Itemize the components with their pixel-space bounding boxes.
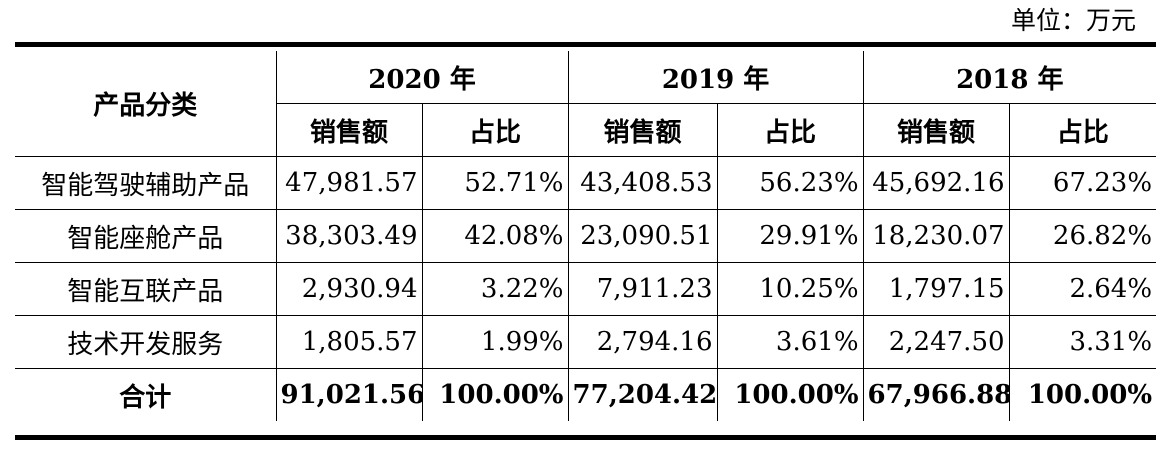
row-category: 智能互联产品: [15, 262, 277, 316]
header-row-years: 产品分类 2020 年 2019 年 2018 年: [15, 51, 1157, 157]
total-sales-value: 67,966.88: [862, 368, 1010, 421]
sales-value: 1,805.57: [275, 315, 423, 369]
table-row: 技术开发服务 1,805.57 1.99% 2,794.16 3.61% 2,2…: [15, 315, 1157, 369]
total-share-value: 100.00%: [1008, 368, 1157, 421]
sales-value: 1,797.15: [862, 262, 1010, 316]
share-value: 56.23%: [716, 156, 864, 210]
row-category: 智能驾驶辅助产品: [15, 156, 277, 210]
year-header-2018: 2018 年: [862, 51, 1157, 104]
share-value: 1.99%: [421, 315, 569, 369]
total-sales-value: 91,021.56: [275, 368, 423, 421]
year-header-2020: 2020 年: [275, 51, 569, 104]
total-share-value: 100.00%: [421, 368, 569, 421]
row-category: 智能座舱产品: [15, 209, 277, 263]
sales-header: 销售额: [862, 103, 1010, 157]
row-category: 技术开发服务: [15, 315, 277, 369]
share-value: 3.31%: [1008, 315, 1157, 369]
sales-value: 7,911.23: [567, 262, 718, 316]
total-share-value: 100.00%: [716, 368, 864, 421]
sales-header: 销售额: [567, 103, 718, 157]
total-sales-value: 77,204.42: [567, 368, 718, 421]
share-value: 67.23%: [1008, 156, 1157, 210]
bottom-double-rule: [15, 435, 1156, 440]
product-category-header: 产品分类: [15, 51, 277, 157]
sales-value: 43,408.53: [567, 156, 718, 210]
share-value: 10.25%: [716, 262, 864, 316]
table-row: 智能驾驶辅助产品 47,981.57 52.71% 43,408.53 56.2…: [15, 156, 1157, 210]
header-row-metrics: 销售额 占比 销售额 占比 销售额 占比: [15, 103, 1157, 157]
share-value: 3.61%: [716, 315, 864, 369]
sales-value: 38,303.49: [275, 209, 423, 263]
share-value: 42.08%: [421, 209, 569, 263]
sales-value: 2,794.16: [567, 315, 718, 369]
table-row: 智能互联产品 2,930.94 3.22% 7,911.23 10.25% 1,…: [15, 262, 1157, 316]
share-value: 26.82%: [1008, 209, 1157, 263]
share-value: 29.91%: [716, 209, 864, 263]
sales-value: 18,230.07: [862, 209, 1010, 263]
table-row: 智能座舱产品 38,303.49 42.08% 23,090.51 29.91%…: [15, 209, 1157, 263]
total-label: 合计: [15, 368, 277, 421]
sales-table: 产品分类 2020 年 2019 年 2018 年 销售额 占比 销售额 占比 …: [15, 51, 1157, 421]
sales-value: 2,247.50: [862, 315, 1010, 369]
total-row: 合计 91,021.56 100.00% 77,204.42 100.00% 6…: [15, 368, 1157, 421]
unit-label: 单位：万元: [1010, 6, 1136, 35]
sales-value: 45,692.16: [862, 156, 1010, 210]
share-value: 2.64%: [1008, 262, 1157, 316]
sales-value: 2,930.94: [275, 262, 423, 316]
share-header: 占比: [716, 103, 864, 157]
share-value: 3.22%: [421, 262, 569, 316]
sales-value: 23,090.51: [567, 209, 718, 263]
share-header: 占比: [421, 103, 569, 157]
sales-value: 47,981.57: [275, 156, 423, 210]
year-header-2019: 2019 年: [567, 51, 864, 104]
top-double-rule: [15, 42, 1156, 47]
sales-header: 销售额: [276, 103, 423, 157]
share-header: 占比: [1008, 103, 1157, 157]
share-value: 52.71%: [421, 156, 569, 210]
